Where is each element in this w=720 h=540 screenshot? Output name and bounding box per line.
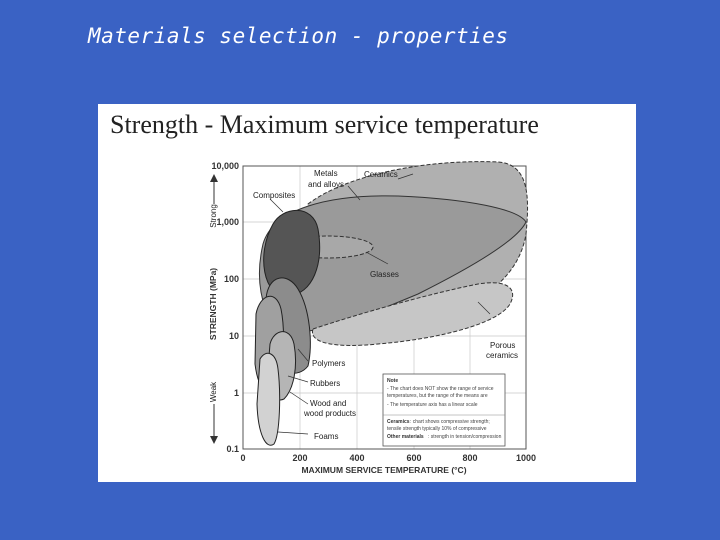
slide-title: Materials selection - properties [88,24,509,48]
foams-region [256,352,281,446]
label-metals-2: and alloys [308,180,344,189]
arrow-down-icon [210,436,218,444]
y-tick-label: 10 [229,331,239,341]
note-line-1: - The chart does NOT show the range of s… [387,386,494,392]
label-glasses: Glasses [370,270,399,279]
y-ticks: 10,000 1,000 100 10 1 0.1 [211,161,239,454]
note-heading: Note [387,378,398,384]
x-ticks: 0 200 400 600 800 1000 [240,453,536,463]
label-composites: Composites [253,191,295,200]
note-box: Note - The chart does NOT show the range… [382,373,506,447]
chart-figure: Composites Metals and alloys Ceramics Gl… [98,104,636,482]
y-tick-label: 10,000 [211,161,239,171]
y-tick-label: 1 [234,388,239,398]
label-ceramics: Ceramics [364,170,398,179]
label-rubbers: Rubbers [310,379,340,388]
label-porous-2: ceramics [486,351,518,360]
plot-frame [242,165,527,450]
note-line-3: - The temperature axis has a linear scal… [387,402,478,408]
arrow-up-icon [210,174,218,182]
label-metals: Metals [314,169,338,178]
composites-region [263,209,321,297]
y-axis-title: STRENGTH (MPa) [208,268,218,340]
y-tick-label: 100 [224,274,239,284]
chart-svg: Composites Metals and alloys Ceramics Gl… [208,161,536,475]
x-tick-label: 0 [240,453,245,463]
leader-lines [269,173,491,435]
note-other-text: : strength in tension/compression [428,434,502,440]
note-ceramics-text-1: : chart shows compressive strength; [410,419,490,425]
x-tick-label: 1000 [516,453,536,463]
label-wood: Wood and [310,399,346,408]
label-wood-2: wood products [303,409,356,418]
x-tick-label: 400 [349,453,364,463]
weak-label: Weak [209,381,218,402]
label-polymers: Polymers [312,359,345,368]
y-tick-label: 1,000 [216,217,239,227]
porous-ceramics-region [312,282,514,346]
note-other-label: Other materials [387,434,424,440]
y-tick-label: 0.1 [226,444,239,454]
x-tick-label: 600 [406,453,421,463]
x-tick-label: 200 [292,453,307,463]
x-axis-title: MAXIMUM SERVICE TEMPERATURE (°C) [301,465,466,475]
strong-weak-indicator [210,174,218,444]
note-ceramics-label: Ceramics [387,419,410,425]
label-foams: Foams [314,432,338,441]
figure-title: Strength - Maximum service temperature [110,110,539,139]
label-porous: Porous [490,341,515,350]
x-tick-label: 800 [462,453,477,463]
note-ceramics-text-2: tensile strength typically 10% of compre… [387,426,487,432]
strong-label: Strong [209,204,218,228]
note-line-2: temperatures, but the range of the means… [387,393,488,399]
